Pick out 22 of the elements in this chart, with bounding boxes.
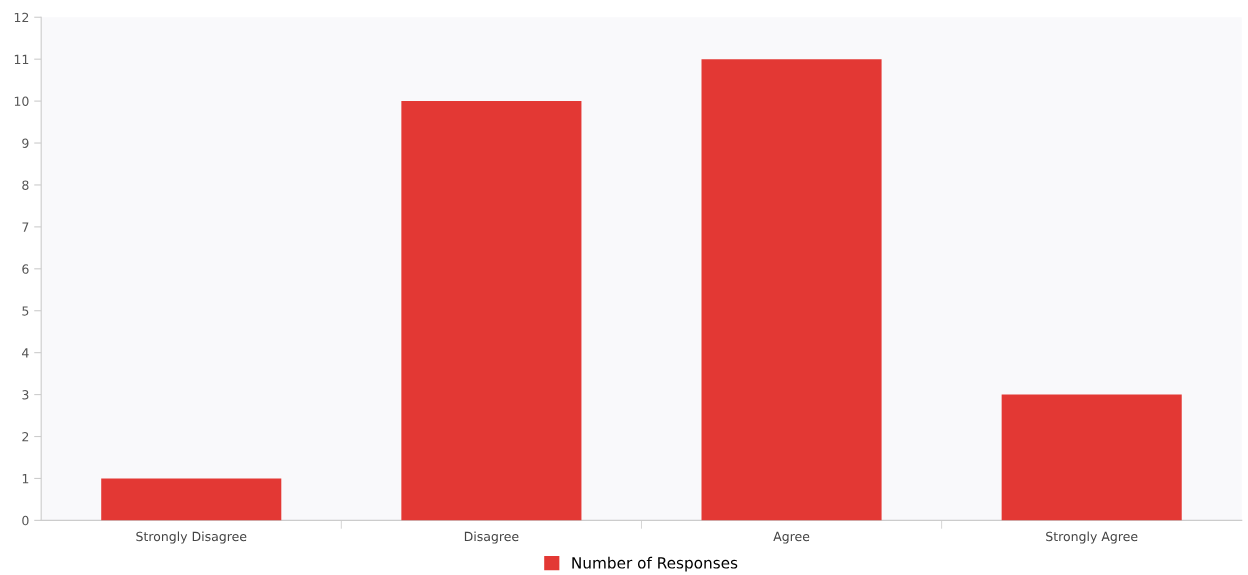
y-tick-label: 3 — [22, 390, 29, 400]
y-tick-label: 2 — [22, 431, 29, 442]
x-tick-label: Agree — [773, 531, 810, 544]
y-tick-label: 4 — [22, 348, 29, 358]
y-tick-label: 6 — [22, 264, 29, 274]
y-tick-label: 1 — [22, 474, 29, 484]
x-tick-label: Strongly Disagree — [136, 531, 247, 544]
y-tick-label: 8 — [22, 180, 29, 190]
y-tick-label: 0 — [22, 515, 29, 526]
bar — [1001, 394, 1182, 521]
bar — [701, 59, 882, 521]
x-tick-label: Disagree — [464, 531, 519, 544]
y-tick-label: 11 — [14, 54, 29, 64]
y-tick-label: 5 — [22, 306, 29, 316]
x-tick-label: Strongly Agree — [1046, 531, 1138, 544]
y-tick-label: 9 — [22, 138, 29, 148]
legend-label: Number of Responses — [572, 556, 738, 572]
bar — [401, 101, 582, 521]
bar — [101, 478, 282, 521]
y-tick-label: 10 — [14, 96, 29, 107]
y-tick-label: 12 — [14, 12, 29, 22]
y-tick-label: 7 — [22, 222, 29, 232]
